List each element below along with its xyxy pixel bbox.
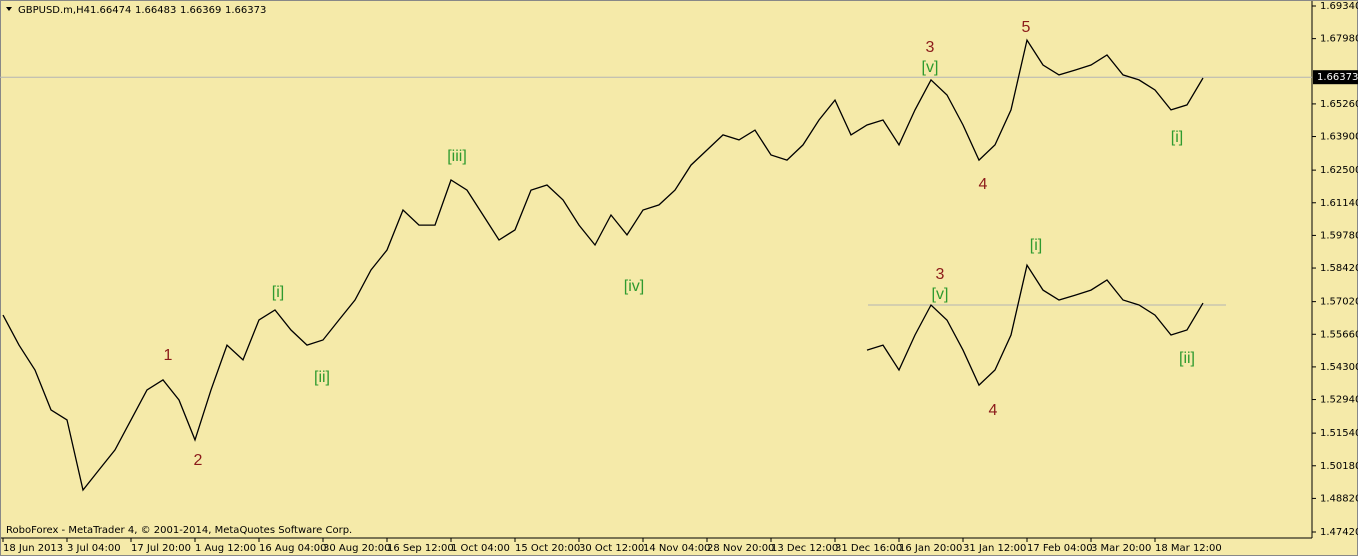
y-tick-label: 1.65260 — [1320, 99, 1358, 110]
y-tick-label: 1.55660 — [1320, 329, 1358, 340]
x-tick-label: 18 Mar 12:00 — [1155, 543, 1222, 554]
y-tick-label: 1.59780 — [1320, 230, 1358, 241]
wave-label: 3 — [936, 266, 945, 283]
wave-label: [iv] — [624, 278, 644, 295]
ohlc-value: 1.66369 — [180, 5, 221, 16]
price-box — [1313, 70, 1358, 85]
x-tick-label: 1 Aug 12:00 — [195, 543, 256, 554]
x-tick-label: 1 Oct 04:00 — [451, 543, 510, 554]
footer-text: RoboForex - MetaTrader 4, © 2001-2014, M… — [6, 525, 352, 536]
ohlc-value: 1.66373 — [225, 5, 266, 16]
y-tick-label: 1.51540 — [1320, 428, 1358, 439]
wave-label: [v] — [932, 286, 949, 303]
wave-label: [ii] — [1179, 350, 1195, 367]
x-tick-label: 28 Nov 20:00 — [707, 543, 774, 554]
x-tick-label: 16 Aug 04:00 — [259, 543, 326, 554]
wave-label: 2 — [194, 452, 203, 469]
wave-label: 5 — [1022, 19, 1031, 36]
wave-label: [v] — [922, 59, 939, 76]
x-tick-label: 31 Jan 12:00 — [963, 543, 1026, 554]
wave-label: 4 — [979, 176, 988, 193]
x-tick-label: 17 Feb 04:00 — [1027, 543, 1093, 554]
wave-label: [iii] — [447, 148, 467, 165]
x-tick-label: 31 Dec 16:00 — [835, 543, 902, 554]
x-tick-label: 18 Jun 2013 — [3, 543, 63, 554]
wave-label: [i] — [1030, 237, 1042, 254]
y-tick-label: 1.69340 — [1320, 1, 1358, 12]
x-tick-label: 16 Jan 20:00 — [899, 543, 962, 554]
y-tick-label: 1.54300 — [1320, 362, 1358, 373]
x-tick-label: 30 Aug 20:00 — [323, 543, 390, 554]
wave-label: [ii] — [314, 369, 330, 386]
wave-label: 4 — [989, 402, 998, 419]
y-tick-label: 1.47420 — [1320, 527, 1358, 538]
x-tick-label: 3 Jul 04:00 — [67, 543, 121, 554]
y-tick-label: 1.57020 — [1320, 297, 1358, 308]
y-tick-label: 1.62500 — [1320, 165, 1358, 176]
wave-label: [i] — [1171, 129, 1183, 146]
x-tick-label: 13 Dec 12:00 — [771, 543, 838, 554]
y-tick-label: 1.52940 — [1320, 395, 1358, 406]
x-tick-label: 3 Mar 20:00 — [1091, 543, 1151, 554]
x-tick-label: 16 Sep 12:00 — [387, 543, 454, 554]
wave-label: 1 — [164, 347, 173, 364]
ohlc-value: 1.66483 — [135, 5, 176, 16]
x-tick-label: 15 Oct 20:00 — [515, 543, 580, 554]
price-line-series — [2, 38, 1204, 492]
x-tick-label: 30 Oct 12:00 — [579, 543, 644, 554]
collapse-arrow — [6, 7, 12, 11]
x-tick-label: 14 Nov 04:00 — [643, 543, 710, 554]
ohlc-value: 1.66474 — [90, 5, 131, 16]
y-tick-label: 1.50180 — [1320, 461, 1358, 472]
price-line-series — [866, 263, 1204, 387]
wave-label: 3 — [926, 39, 935, 56]
y-tick-label: 1.67980 — [1320, 34, 1358, 45]
y-tick-label: 1.58420 — [1320, 263, 1358, 274]
y-tick-label: 1.48820 — [1320, 493, 1358, 504]
y-tick-label: 1.61140 — [1320, 198, 1358, 209]
price-box-label: 1.66373 — [1317, 72, 1358, 83]
wave-label: [i] — [272, 284, 284, 301]
symbol-title: GBPUSD.m,H4 — [18, 5, 90, 16]
y-tick-label: 1.63900 — [1320, 132, 1358, 143]
x-tick-label: 17 Jul 20:00 — [131, 543, 191, 554]
